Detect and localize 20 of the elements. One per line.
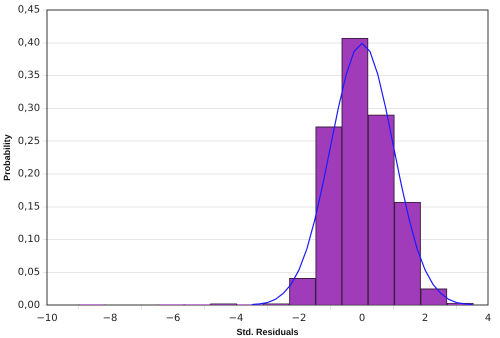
x-tick-label: −6 [166,312,180,324]
y-tick-label: 0,25 [18,136,40,147]
x-tick-label: 0 [358,312,366,324]
y-tick-label: 0,30 [18,102,40,114]
y-tick-label: 0,20 [18,168,40,180]
y-tick-label: 0,15 [18,201,40,212]
x-axis-title: Std. Residuals [236,327,299,338]
x-tick-label: −4 [228,312,244,324]
y-tick-label: 0,10 [18,234,40,246]
y-tick-label: 0,45 [18,4,40,16]
y-tick-label: 0,40 [18,37,40,48]
y-tick-label: 0,05 [18,266,40,278]
x-tick-label: 4 [484,312,492,324]
y-tick-label: 0,35 [18,70,40,82]
x-tick-label: −8 [102,312,118,324]
x-tick-label: 2 [422,312,428,324]
y-axis-title: Probability [2,134,12,181]
x-tick-label: −2 [292,312,306,324]
y-tick-label: 0,00 [18,300,40,311]
x-tick-label: −10 [36,312,58,324]
